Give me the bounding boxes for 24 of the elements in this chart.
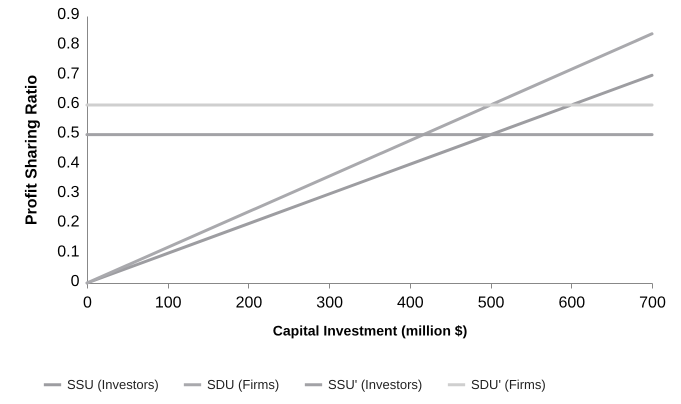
y-tick-label: 0.5 bbox=[57, 124, 80, 142]
legend-label: SSU' (Investors) bbox=[328, 376, 422, 392]
y-tick-label: 0.3 bbox=[57, 184, 80, 201]
y-tick-label: 0.8 bbox=[57, 36, 80, 53]
y-tick-label: 0.1 bbox=[57, 243, 80, 260]
x-tick-label: 600 bbox=[558, 294, 586, 312]
x-tick-label: 300 bbox=[316, 294, 344, 312]
y-tick-label: 0.4 bbox=[57, 154, 80, 172]
legend-label: SSU (Investors) bbox=[67, 376, 159, 392]
y-tick-label: 0.9 bbox=[57, 6, 80, 23]
x-axis-title: Capital Investment (million $) bbox=[272, 322, 468, 338]
legend-label: SDU' (Firms) bbox=[471, 376, 546, 392]
x-tick-label: 400 bbox=[397, 294, 424, 312]
x-tick-label: 500 bbox=[478, 294, 505, 312]
x-tick-label: 0 bbox=[83, 294, 92, 312]
y-tick-label: 0.6 bbox=[57, 95, 80, 112]
legend-label: SDU (Firms) bbox=[207, 376, 280, 392]
y-axis-title: Profit Sharing Ratio bbox=[23, 74, 40, 226]
x-tick-label: 700 bbox=[639, 294, 666, 312]
y-tick-label: 0 bbox=[70, 273, 80, 290]
x-tick-label: 200 bbox=[236, 294, 262, 312]
y-tick-label: 0.2 bbox=[57, 214, 80, 231]
y-tick-label: 0.7 bbox=[57, 65, 80, 82]
x-tick-label: 100 bbox=[154, 294, 182, 312]
